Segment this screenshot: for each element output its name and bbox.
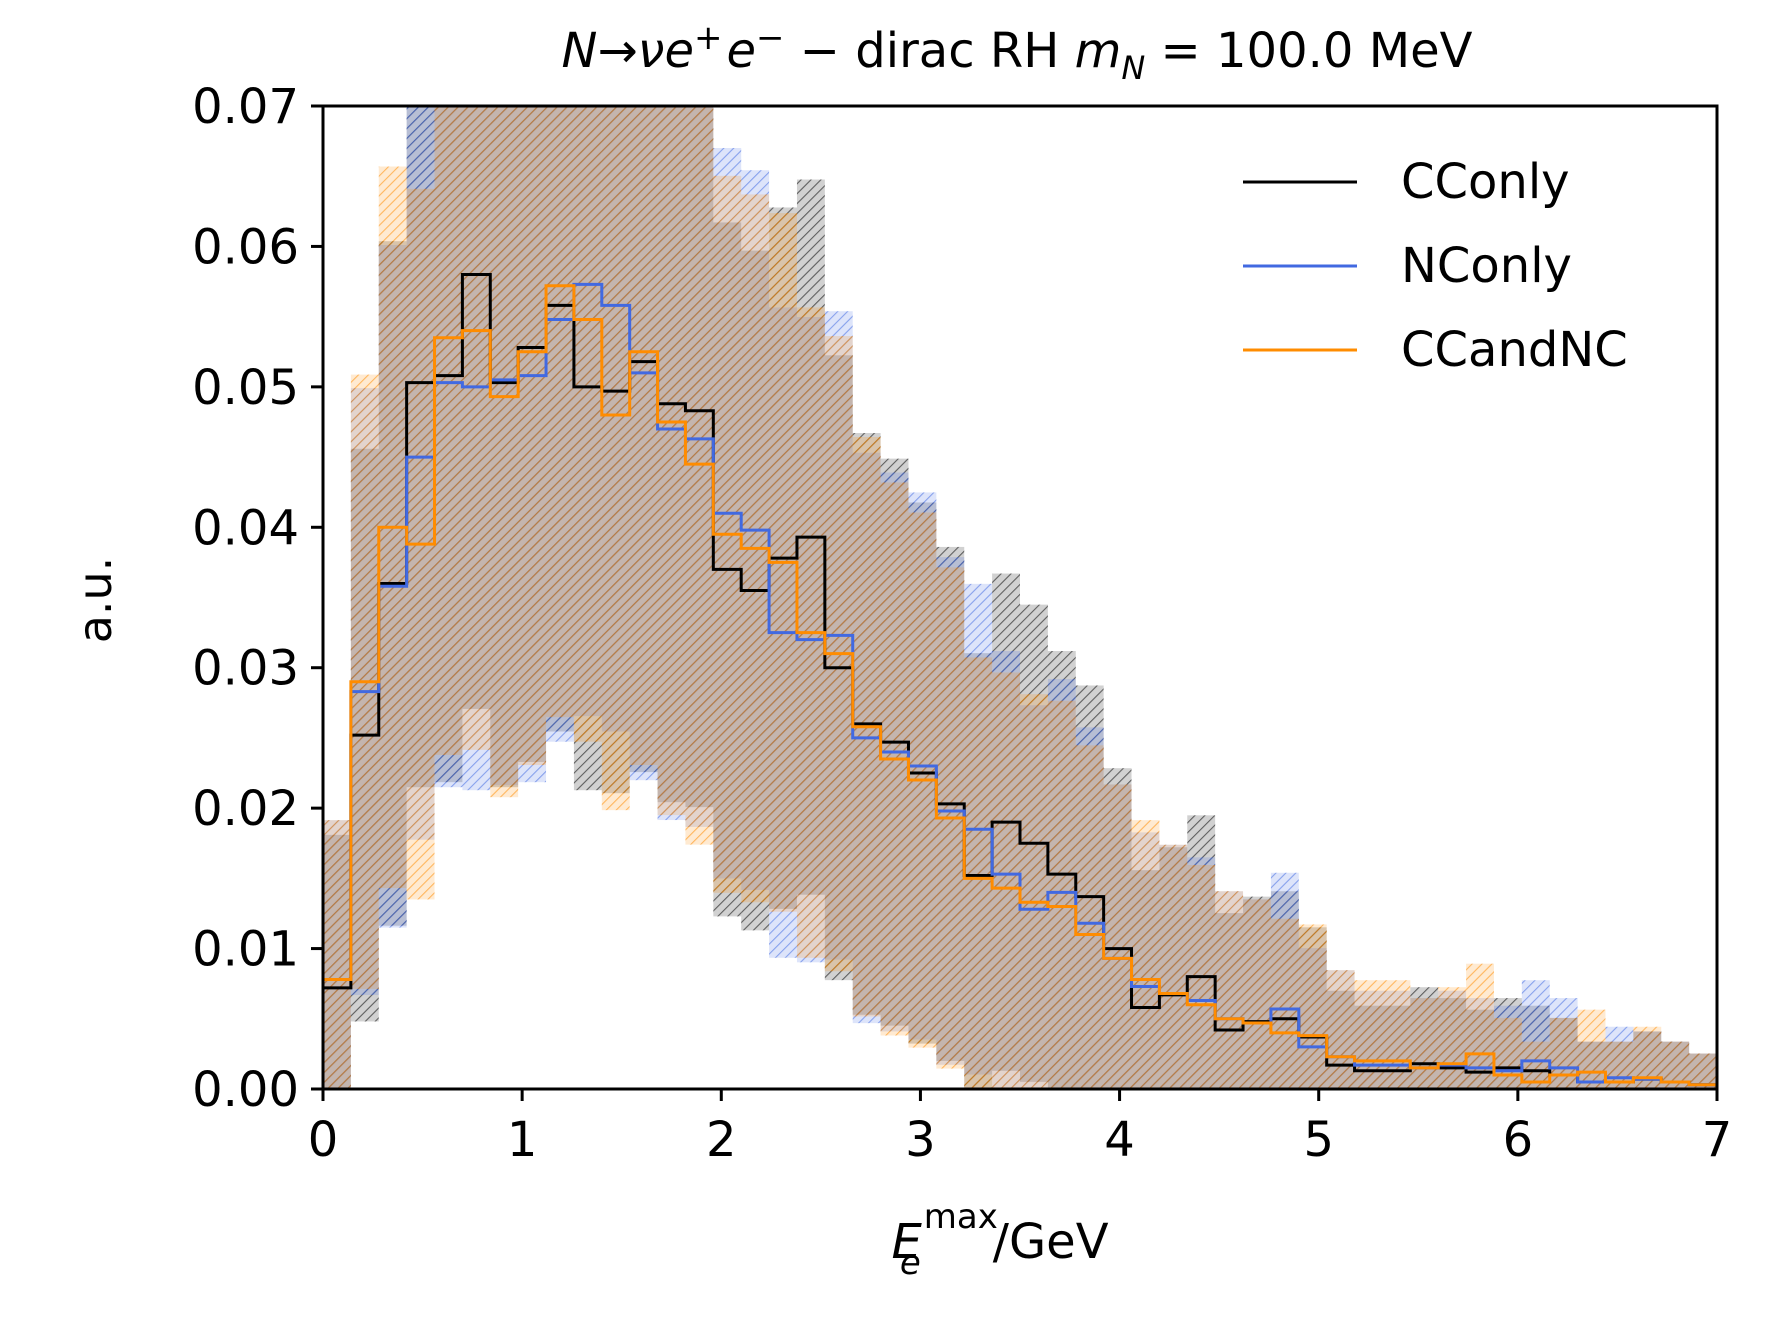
- y-tick-label: 0.06: [192, 219, 299, 275]
- error-band-ccandnc: [1326, 970, 1355, 1089]
- x-axis-label: Emax e/GeV: [891, 1197, 1108, 1283]
- error-band-ccandnc: [964, 657, 993, 1089]
- x-tick-label: 3: [905, 1112, 936, 1168]
- error-band-ccandnc: [1243, 899, 1271, 1089]
- x-tick-label: 0: [308, 1112, 339, 1168]
- error-band-ccandnc: [1549, 1017, 1578, 1089]
- y-tick-label: 0.07: [192, 79, 299, 135]
- error-band-ccandnc: [1103, 784, 1132, 1089]
- x-axis: 0 1 2 3 4 5 6 7: [308, 1089, 1733, 1168]
- error-band-ccandnc: [1466, 963, 1494, 1089]
- error-band-ccandnc: [992, 672, 1020, 1089]
- error-band-ccandnc: [518, 106, 547, 766]
- error-band-ccandnc: [1270, 918, 1299, 1089]
- x-tick-label: 6: [1503, 1112, 1534, 1168]
- error-band-ccandnc: [1215, 891, 1244, 1089]
- x-tick-label: 7: [1702, 1112, 1733, 1168]
- error-band-ccandnc: [546, 106, 574, 718]
- error-band-ccandnc: [1075, 745, 1104, 1089]
- error-band-ccandnc: [1382, 980, 1411, 1089]
- y-tick-label: 0.05: [192, 360, 299, 416]
- legend-label-nconly: NConly: [1401, 238, 1572, 294]
- plot-frame: [321, 104, 1719, 1091]
- error-band-ccandnc: [1493, 1017, 1522, 1089]
- error-band-ccandnc: [573, 106, 602, 742]
- error-band-ccandnc: [1298, 924, 1327, 1089]
- y-axis-label: a.u.: [68, 557, 122, 644]
- error-band-ccandnc: [1047, 700, 1076, 1089]
- y-axis: 0.00 0.01 0.02 0.03 0.04 0.05 0.06 0.07: [192, 79, 323, 1118]
- y-tick-label: 0.01: [192, 922, 299, 978]
- error-band-ccandnc: [1438, 987, 1467, 1089]
- error-band-ccandnc: [1354, 980, 1383, 1089]
- y-tick-label: 0.04: [192, 500, 299, 556]
- error-band-ccandnc: [490, 106, 519, 798]
- y-tick-label: 0.00: [192, 1062, 299, 1118]
- error-band-ccandnc: [1577, 1009, 1606, 1089]
- error-band-ccandnc: [1689, 1053, 1717, 1089]
- series-line-ccandnc: [323, 284, 1717, 1087]
- error-band-ccandnc: [1020, 694, 1048, 1089]
- legend: CConly NConly CCandNC: [1243, 154, 1628, 378]
- x-tick-label: 5: [1303, 1112, 1334, 1168]
- histogram-steps: [323, 273, 1717, 1087]
- error-band-ccandnc: [685, 106, 714, 845]
- error-band-ccandnc: [657, 106, 686, 816]
- error-band-ccandnc: [601, 106, 630, 811]
- series-line-nconly: [323, 282, 1717, 1087]
- error-band-ccandnc: [1159, 844, 1188, 1089]
- error-band-ccandnc: [1410, 998, 1439, 1089]
- legend-label-cconly: CConly: [1401, 154, 1570, 210]
- x-tick-label: 4: [1104, 1112, 1135, 1168]
- series-line-cconly: [323, 273, 1717, 1087]
- legend-label-ccandnc: CCandNC: [1401, 322, 1628, 378]
- error-band-ccandnc: [1131, 820, 1160, 1089]
- chart-title: N→νe+e− − dirac RH mN = 100.0 MeV: [562, 18, 1473, 87]
- x-tick-label: 1: [507, 1112, 538, 1168]
- error-band-ccandnc: [323, 820, 351, 1089]
- error-band-ccandnc: [629, 106, 658, 766]
- y-tick-label: 0.03: [192, 641, 299, 697]
- x-tick-label: 2: [706, 1112, 737, 1168]
- y-tick-label: 0.02: [192, 781, 299, 837]
- error-band-ccandnc: [434, 106, 463, 755]
- error-band-ccandnc: [462, 106, 491, 750]
